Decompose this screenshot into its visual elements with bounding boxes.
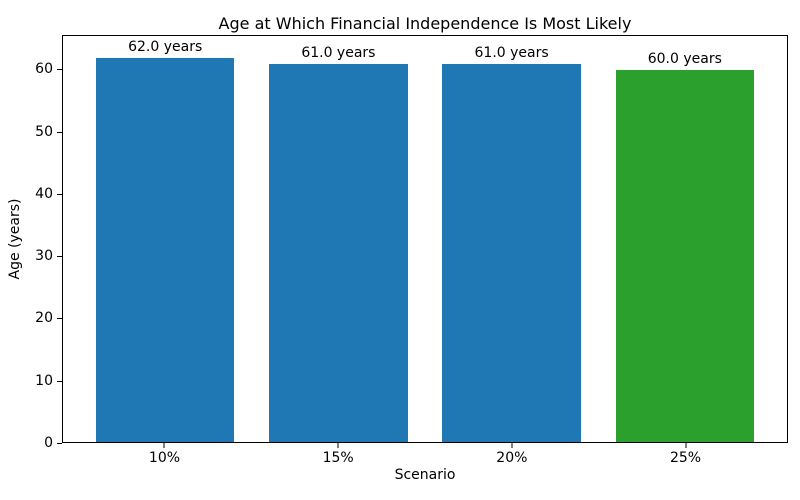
y-tick-mark [57, 443, 62, 444]
y-tick-label: 0 [44, 435, 53, 451]
x-axis: 10% 15% 20% 25% [62, 443, 788, 483]
bar-value-label: 61.0 years [301, 44, 376, 61]
bar-20% [442, 63, 581, 442]
x-tick-mark [163, 443, 165, 448]
bar-value-label: 62.0 years [128, 38, 203, 55]
x-tick-label: 25% [669, 450, 702, 466]
bar-value-label: 61.0 years [474, 44, 549, 61]
y-axis: 0 10 20 30 40 50 60 [0, 35, 62, 451]
y-tick-label: 10 [35, 372, 53, 389]
x-tick-mark [511, 443, 513, 448]
y-tick-label: 60 [35, 61, 53, 78]
bar-10% [95, 57, 235, 442]
y-tick-label: 30 [35, 248, 53, 265]
x-tick-label: 15% [322, 450, 354, 466]
y-tick-label: 50 [35, 123, 53, 140]
y-tick-mark [57, 131, 62, 133]
y-tick-mark [57, 69, 62, 71]
x-tick-label: 20% [496, 450, 528, 466]
y-tick-mark [57, 318, 62, 320]
bar-15% [269, 63, 408, 442]
y-tick-label: 40 [35, 185, 53, 202]
x-axis-label: Scenario [394, 467, 456, 483]
bar-25% [615, 70, 755, 442]
y-tick-mark [57, 380, 62, 382]
bar-value-label: 60.0 years [647, 51, 722, 68]
plot-area: 62.0 years 61.0 years 61.0 years 60.0 years [62, 35, 788, 443]
x-tick-label: 10% [148, 450, 181, 466]
x-tick-mark [685, 443, 687, 448]
y-tick-mark [57, 193, 62, 195]
x-tick-mark [337, 443, 339, 448]
y-tick-label: 20 [35, 310, 53, 327]
y-tick-mark [57, 256, 62, 258]
chart-title: Age at Which Financial Independence Is M… [218, 14, 632, 33]
